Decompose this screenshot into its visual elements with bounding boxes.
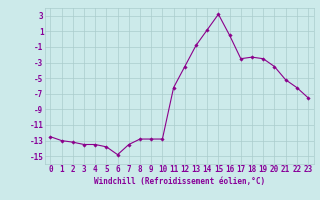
X-axis label: Windchill (Refroidissement éolien,°C): Windchill (Refroidissement éolien,°C): [94, 177, 265, 186]
